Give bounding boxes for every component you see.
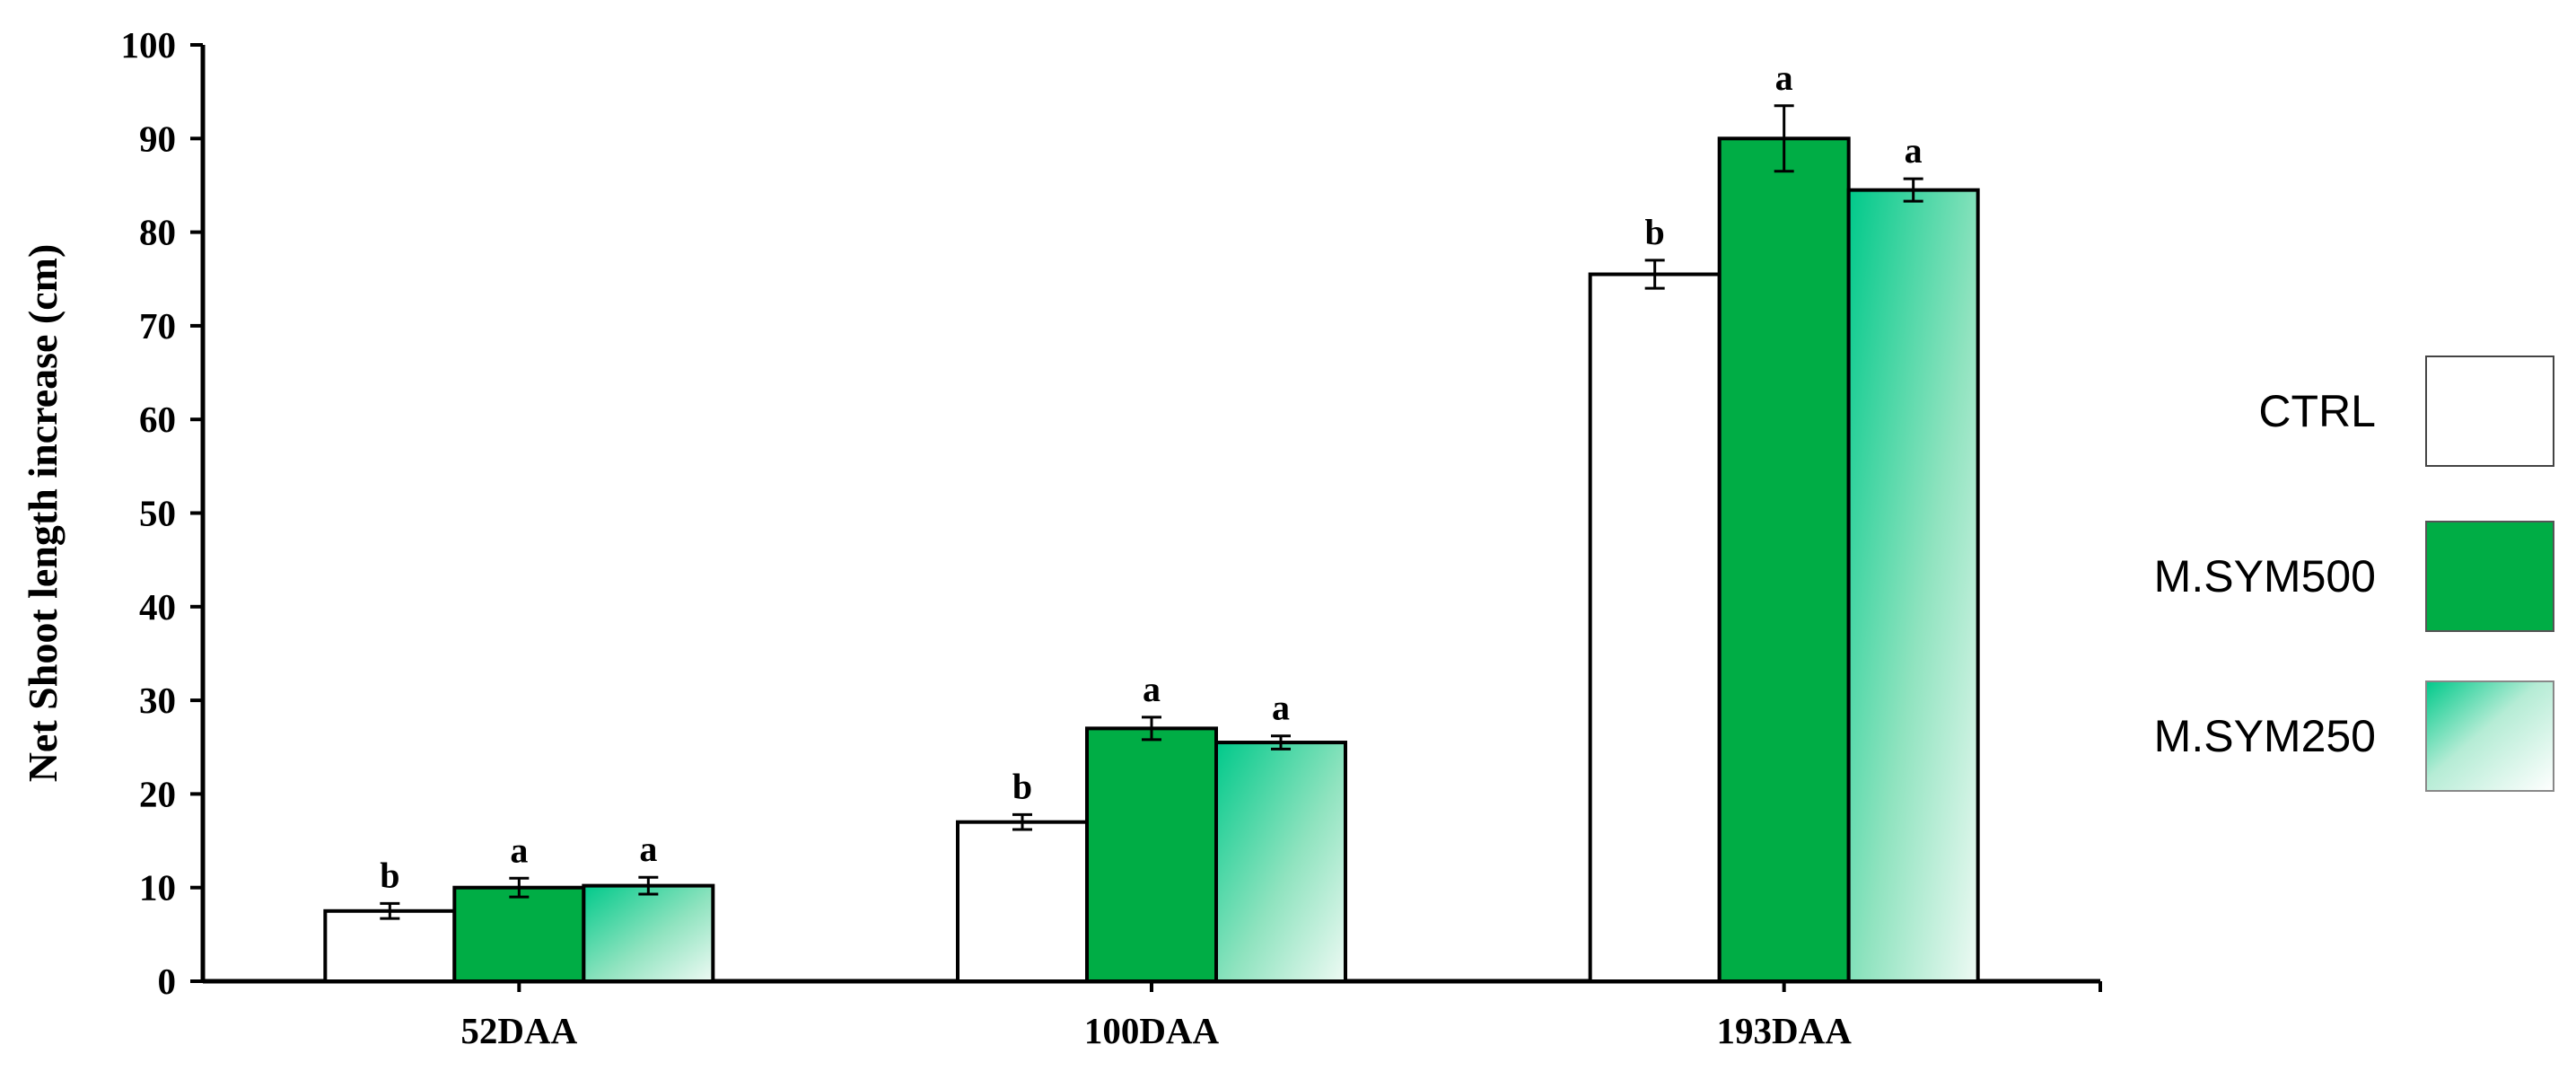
axes: 0 10 20 30 40 50 60 70 80 90 100 Net Shoot length i…: [20, 24, 2102, 1051]
significance-letter: a: [1905, 130, 1923, 171]
legend: CTRL M.SYM500 M.SYM250: [2154, 356, 2554, 792]
legend-swatch-m-sym500: [2425, 521, 2554, 632]
significance-letter: a: [1143, 669, 1161, 709]
significance-letter: b: [1012, 766, 1032, 806]
bar-m-sym500-100daa: [1085, 726, 1218, 983]
bar-m-sym500-193daa: [1717, 136, 1851, 984]
bar-m-sym250-100daa: [1214, 741, 1347, 983]
y-tick-label: 80: [139, 212, 176, 253]
bar-m-sym500-52daa: [452, 885, 586, 984]
legend-label-m-sym250: M.SYM250: [2154, 711, 2376, 761]
bar-m-sym250-52daa: [582, 883, 715, 984]
y-tick-label: 40: [139, 586, 176, 628]
significance-letter: b: [1645, 212, 1665, 252]
bars-layer: b a a b a a b a a: [323, 57, 1980, 984]
bar-ctrl-193daa: [1588, 272, 1722, 984]
y-tick-label: 30: [139, 680, 176, 721]
y-tick-label: 10: [139, 867, 176, 909]
y-tick-label: 70: [139, 305, 176, 347]
significance-letter: b: [380, 855, 399, 895]
significance-letter: a: [510, 830, 528, 870]
y-tick-label: 100: [121, 24, 177, 66]
bar-m-sym250-193daa: [1846, 188, 1980, 984]
significance-letter: a: [1775, 57, 1793, 98]
significance-letter: a: [1272, 688, 1290, 728]
y-tick-label: 0: [158, 961, 177, 1002]
y-tick-label: 90: [139, 118, 176, 159]
y-tick-label: 20: [139, 773, 176, 814]
x-category-label: 100DAA: [1084, 1010, 1220, 1051]
x-category-label: 193DAA: [1717, 1010, 1853, 1051]
y-tick-label: 50: [139, 493, 176, 534]
y-tick-label: 60: [139, 399, 176, 440]
legend-label-m-sym500: M.SYM500: [2154, 551, 2376, 601]
x-category-label: 52DAA: [460, 1010, 577, 1051]
y-axis-label: Net Shoot length increase (cm): [20, 244, 66, 783]
bar-ctrl-52daa: [323, 909, 457, 984]
legend-label-ctrl: CTRL: [2258, 386, 2376, 436]
significance-letter: a: [639, 829, 657, 869]
bar-ctrl-100daa: [956, 820, 1089, 983]
legend-swatch-ctrl: [2425, 356, 2554, 467]
legend-swatch-m-sym250: [2425, 680, 2554, 792]
